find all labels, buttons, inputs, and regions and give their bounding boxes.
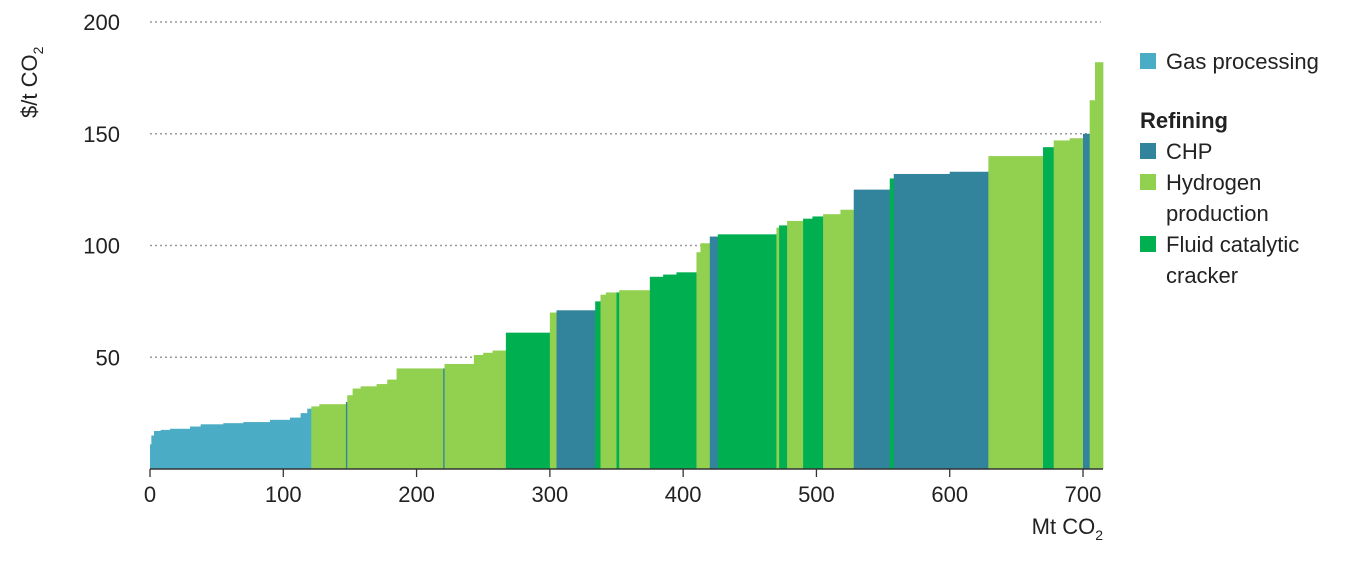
bar-segment-gas	[189, 426, 201, 469]
bar-segment-hydrogen	[376, 384, 388, 469]
bar-segment-chp	[1083, 133, 1091, 469]
bar-segment-gas	[223, 423, 244, 469]
bar-segment-hydrogen	[1095, 62, 1104, 469]
bar-segment-chp	[556, 310, 596, 469]
bar-segment-hydrogen	[600, 294, 607, 469]
legend-swatch-chp	[1140, 143, 1156, 159]
bar-segment-hydrogen	[700, 243, 711, 469]
bar-segment-hydrogen	[605, 292, 617, 469]
bar-segment-gas	[269, 419, 291, 469]
legend-label-fluid-catalytic-cracker: Fluid catalytic cracker	[1166, 232, 1300, 288]
legend-item-chp: CHP	[1140, 136, 1360, 167]
bar-segment-chp	[709, 236, 719, 469]
bar-segment-fcc	[676, 272, 697, 469]
x-tick-labels: 0 100 200 300 400 500 600 700	[144, 469, 1101, 507]
x-tick-label-200: 200	[398, 482, 435, 507]
bar-segment-hydrogen	[319, 404, 347, 469]
bar-segment-hydrogen	[473, 355, 484, 469]
y-tick-label-100: 100	[83, 234, 120, 259]
y-tick-label-200: 200	[83, 10, 120, 35]
bar-segment-hydrogen	[619, 290, 651, 469]
bar-segment-hydrogen	[492, 350, 507, 469]
bar-segment-fcc	[889, 178, 895, 469]
y-tick-labels: 50 100 150 200	[83, 10, 120, 370]
bar-segment-fcc	[803, 218, 813, 469]
bar-segment-chp	[853, 189, 891, 470]
bar-segment-gas	[307, 408, 312, 469]
x-tick-label-600: 600	[931, 482, 968, 507]
bar-segment-fcc	[649, 276, 664, 469]
bar-segment-hydrogen	[1089, 100, 1096, 469]
bar-segment-hydrogen	[776, 227, 780, 469]
bar-segment-hydrogen	[352, 388, 361, 469]
y-axis-title: $/t CO2	[17, 46, 46, 118]
y-tick-label-150: 150	[83, 122, 120, 147]
bar-segment-gas	[150, 444, 152, 469]
bar-segment-fcc	[663, 274, 677, 469]
legend-label-chp: CHP	[1166, 139, 1213, 164]
bar-segment-fcc	[616, 292, 620, 469]
bar-segment-fcc	[595, 301, 601, 470]
bar-segment-gas	[300, 413, 308, 470]
x-tick-label-400: 400	[665, 482, 702, 507]
bar-segment-hydrogen	[696, 252, 701, 469]
bar-segment-hydrogen	[823, 214, 841, 469]
bar-segment-hydrogen	[347, 395, 353, 469]
legend-swatch-hydrogen-production	[1140, 174, 1156, 190]
bar-segment-hydrogen	[1053, 140, 1071, 469]
x-tick-label-700: 700	[1065, 482, 1102, 507]
x-tick-label-100: 100	[265, 482, 302, 507]
bar-segment-hydrogen	[360, 386, 377, 469]
legend-swatch-fluid-catalytic-cracker	[1140, 236, 1156, 252]
y-tick-label-50: 50	[96, 345, 120, 370]
bar-segment-hydrogen	[1069, 138, 1084, 469]
bar-segment-hydrogen	[549, 312, 557, 469]
legend-swatch-gas-processing	[1140, 53, 1156, 69]
bar-segment-fcc	[779, 225, 788, 469]
bar-segment-gas	[200, 424, 224, 469]
bar-segment-hydrogen	[988, 156, 1044, 469]
legend-group-title: Refining	[1140, 108, 1228, 133]
bar-segment-chp	[345, 401, 348, 469]
bar-segment-gas	[169, 428, 191, 469]
bar-segment-chp	[443, 368, 445, 469]
bar-segment-chp	[949, 171, 989, 469]
bar-segment-fcc	[717, 234, 777, 469]
bar-segment-hydrogen	[311, 406, 320, 469]
bar-segment-gas	[243, 422, 271, 469]
bar-segment-chp	[923, 173, 951, 470]
bar-segment-hydrogen	[444, 363, 475, 469]
legend-label-gas-processing: Gas processing	[1166, 49, 1319, 74]
bar-segment-gas	[160, 429, 171, 469]
bar-segment-fcc	[812, 216, 824, 469]
bar-segment-hydrogen	[483, 352, 493, 469]
x-axis-title: Mt CO2	[1032, 514, 1104, 543]
bar-segment-fcc	[1043, 147, 1055, 469]
bar-segment-hydrogen	[396, 368, 444, 469]
legend-item-hydrogen-production: Hydrogen production	[1140, 167, 1360, 229]
bar-segment-gas	[154, 431, 162, 469]
bars-layer	[150, 62, 1104, 470]
legend-item-fluid-catalytic-cracker: Fluid catalytic cracker	[1140, 229, 1360, 291]
x-tick-label-500: 500	[798, 482, 835, 507]
bar-segment-hydrogen	[387, 379, 397, 469]
bar-segment-chp	[893, 173, 924, 470]
bar-segment-hydrogen	[840, 209, 855, 470]
x-tick-label-0: 0	[144, 482, 156, 507]
bar-segment-gas	[151, 435, 155, 469]
legend-item-gas-processing: Gas processing	[1140, 46, 1360, 77]
bar-segment-fcc	[505, 332, 551, 469]
legend: Gas processing Refining CHP Hydrogen pro…	[1140, 46, 1360, 291]
legend-label-hydrogen-production: Hydrogen production	[1166, 170, 1269, 226]
bar-segment-hydrogen	[787, 220, 804, 469]
x-tick-label-300: 300	[532, 482, 569, 507]
bar-segment-gas	[289, 417, 301, 469]
